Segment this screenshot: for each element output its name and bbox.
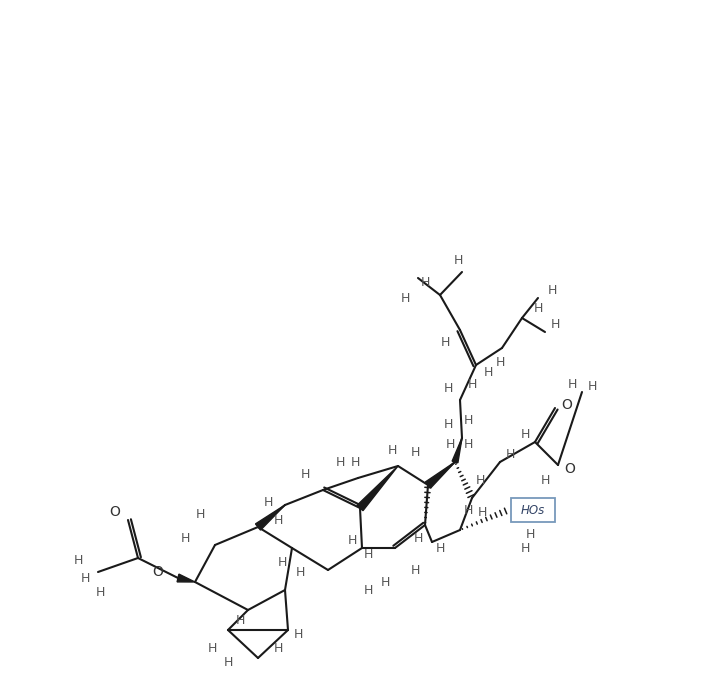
Text: H: H	[520, 542, 530, 555]
Text: H: H	[440, 335, 450, 349]
Text: O: O	[110, 505, 120, 519]
Text: O: O	[562, 398, 572, 412]
Text: H: H	[180, 531, 189, 544]
Text: H: H	[295, 566, 305, 579]
Text: H: H	[525, 529, 535, 542]
Polygon shape	[177, 574, 195, 582]
Text: H: H	[550, 319, 560, 332]
Text: H: H	[540, 473, 550, 486]
Text: H: H	[80, 572, 90, 585]
Text: H: H	[520, 428, 530, 441]
Text: H: H	[506, 449, 515, 462]
Text: H: H	[410, 564, 419, 577]
Polygon shape	[357, 466, 398, 511]
Text: HOs: HOs	[521, 503, 545, 516]
Text: H: H	[277, 555, 287, 568]
Text: H: H	[483, 365, 493, 378]
Text: H: H	[363, 549, 372, 562]
Text: H: H	[435, 542, 445, 555]
Text: H: H	[476, 473, 485, 486]
Text: H: H	[363, 583, 372, 596]
Text: H: H	[413, 531, 423, 544]
Text: H: H	[467, 378, 477, 391]
Text: H: H	[195, 508, 204, 521]
Text: H: H	[224, 655, 233, 668]
Text: H: H	[300, 469, 310, 482]
Text: O: O	[565, 462, 575, 476]
Text: H: H	[293, 629, 303, 642]
Text: H: H	[273, 514, 283, 527]
Text: H: H	[400, 291, 409, 304]
FancyBboxPatch shape	[511, 498, 555, 522]
Text: H: H	[347, 534, 357, 547]
Text: H: H	[95, 586, 105, 598]
Text: H: H	[207, 642, 216, 655]
Text: H: H	[444, 419, 453, 432]
Text: H: H	[263, 495, 273, 508]
Text: H: H	[273, 642, 283, 655]
Polygon shape	[425, 462, 455, 488]
Text: H: H	[496, 356, 505, 369]
Text: H: H	[73, 553, 83, 566]
Text: H: H	[335, 456, 345, 469]
Text: H: H	[410, 445, 419, 458]
Text: H: H	[445, 438, 455, 451]
Text: H: H	[533, 302, 543, 315]
Text: H: H	[587, 380, 597, 393]
Text: H: H	[464, 503, 473, 516]
Text: H: H	[387, 443, 397, 456]
Text: H: H	[454, 254, 463, 267]
Text: H: H	[477, 505, 487, 518]
Text: H: H	[380, 575, 389, 588]
Text: H: H	[464, 414, 473, 427]
Text: H: H	[444, 382, 453, 395]
Text: O: O	[152, 565, 164, 579]
Polygon shape	[256, 505, 285, 530]
Polygon shape	[452, 438, 462, 463]
Text: H: H	[420, 276, 429, 289]
Text: H: H	[235, 614, 245, 627]
Text: H: H	[464, 438, 473, 451]
Text: H: H	[567, 378, 577, 391]
Text: H: H	[350, 456, 360, 469]
Text: H: H	[548, 283, 557, 296]
